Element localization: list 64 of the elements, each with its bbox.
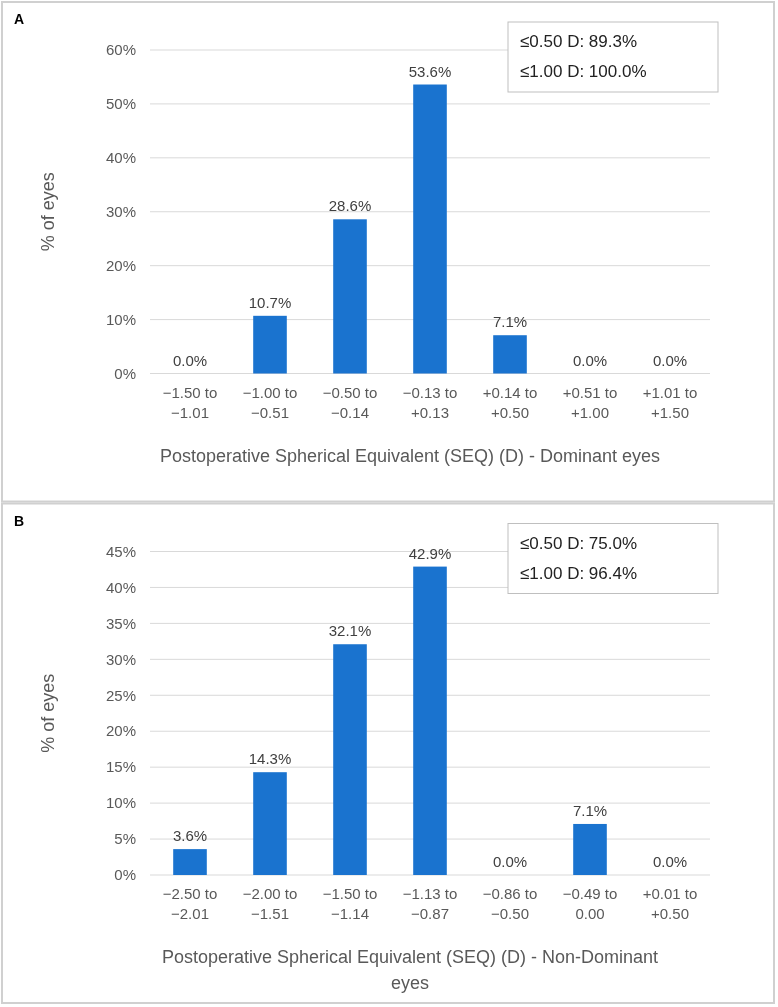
y-axis-title: % of eyes: [38, 673, 58, 753]
y-tick-label: 0%: [114, 364, 136, 382]
bar: [413, 84, 447, 374]
x-tick-label: +0.01 to +0.50: [642, 885, 698, 922]
bar: [253, 772, 287, 875]
bar: [493, 335, 527, 374]
data-label: 0.0%: [652, 351, 688, 369]
x-tick-label: −1.50 to −1.14: [322, 885, 378, 922]
y-tick-label: 5%: [114, 830, 136, 848]
y-tick-label: 40%: [105, 578, 136, 596]
x-tick-label: −0.50 to −0.14: [322, 383, 378, 421]
y-tick-label: 60%: [105, 41, 136, 59]
y-tick-label: 50%: [105, 95, 136, 113]
y-axis-title: % of eyes: [38, 172, 58, 252]
y-tick-label: 20%: [105, 256, 136, 274]
x-axis-title: Postoperative Spherical Equivalent (SEQ) (D) - Dominant eyes: [159, 445, 661, 466]
x-tick-label: −1.13 to −0.87: [402, 885, 458, 922]
y-tick-label: 35%: [105, 614, 136, 632]
data-label: 28.6%: [328, 197, 372, 215]
y-tick-label: 15%: [105, 758, 136, 776]
x-tick-label: −1.00 to −0.51: [242, 383, 298, 421]
y-tick-label: 10%: [105, 794, 136, 812]
text: A: [14, 11, 25, 27]
x-tick-label: +0.14 to +0.50: [482, 383, 538, 421]
annotation: ≤0.50 D: 75.0%: [520, 533, 638, 553]
data-label: 0.0%: [492, 853, 528, 870]
x-tick-label: −0.13 to +0.13: [402, 383, 458, 421]
x-tick-label: −1.50 to −1.01: [162, 383, 218, 421]
data-label: 42.9%: [408, 544, 452, 562]
x-tick-label: −0.49 to 0.00: [562, 885, 618, 922]
bar: [333, 219, 367, 374]
annotation: ≤0.50 D: 89.3%: [520, 32, 638, 51]
y-tick-label: 10%: [105, 310, 136, 328]
data-label: 32.1%: [328, 622, 372, 640]
bar: [573, 823, 607, 875]
bar: [333, 644, 367, 875]
data-label: 3.6%: [172, 827, 208, 845]
bar: [413, 566, 447, 875]
annotation: ≤1.00 D: 100.0%: [520, 62, 647, 81]
data-label: 10.7%: [248, 293, 292, 311]
x-axis-title: Postoperative Spherical Equivalent (SEQ) (D) - Non-Dominant eyes: [161, 947, 659, 993]
x-tick-label: −2.50 to −2.01: [162, 885, 218, 922]
x-tick-label: +1.01 to +1.50: [642, 383, 698, 421]
data-label: 7.1%: [492, 313, 528, 331]
data-label: 0.0%: [572, 351, 608, 369]
text: B: [14, 512, 25, 529]
y-tick-label: 0%: [114, 866, 136, 884]
y-tick-label: 30%: [105, 650, 136, 668]
y-tick-label: 30%: [105, 203, 136, 220]
annotation: ≤1.00 D: 96.4%: [520, 563, 638, 583]
y-tick-label: 45%: [105, 542, 136, 560]
y-tick-label: 40%: [105, 149, 136, 167]
x-tick-label: −0.86 to −0.50: [482, 885, 538, 922]
data-label: 0.0%: [172, 351, 208, 369]
bar: [253, 315, 287, 374]
y-tick-label: 25%: [105, 686, 136, 704]
x-tick-label: −2.00 to −1.51: [242, 885, 298, 922]
data-label: 53.6%: [408, 62, 452, 80]
bar: [173, 849, 207, 875]
data-label: 0.0%: [652, 853, 688, 870]
y-tick-label: 20%: [105, 722, 136, 740]
x-tick-label: +0.51 to +1.00: [562, 383, 618, 421]
data-label: 14.3%: [248, 750, 292, 768]
data-label: 7.1%: [572, 801, 608, 819]
